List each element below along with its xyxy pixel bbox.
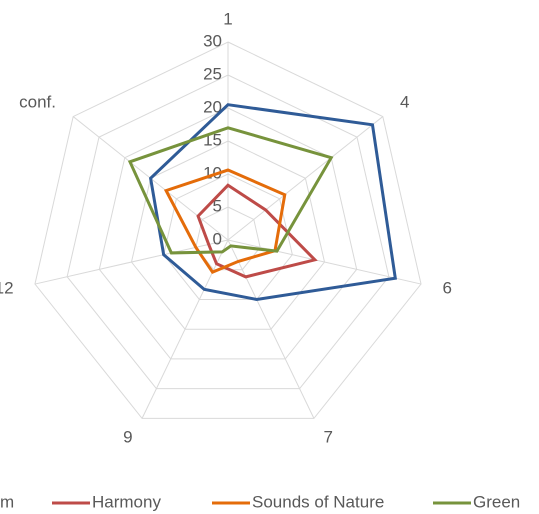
- category-label: 7: [323, 428, 332, 447]
- axis-spoke: [34, 239, 229, 285]
- axis-spoke: [227, 239, 422, 285]
- category-label: 9: [123, 428, 132, 447]
- series-line: [127, 126, 334, 255]
- category-label: 4: [400, 92, 409, 111]
- category-label: 6: [442, 278, 451, 297]
- grid-line: [98, 107, 358, 360]
- y-tick-label: 0: [213, 229, 222, 248]
- axis-spoke: [141, 239, 229, 419]
- y-tick-label: 5: [213, 196, 222, 215]
- legend-label: m: [0, 492, 14, 511]
- grid-line: [130, 140, 326, 330]
- series-line: [148, 103, 398, 301]
- legend-label: Green: [473, 492, 520, 511]
- y-tick-label: 30: [203, 31, 222, 50]
- axis-spoke: [227, 116, 384, 241]
- category-label: 12: [0, 278, 14, 297]
- grid-line: [34, 41, 422, 419]
- category-label: 1: [223, 9, 232, 28]
- series-line: [196, 183, 318, 279]
- y-tick-label: 25: [203, 64, 222, 83]
- category-label: conf.: [19, 92, 56, 111]
- legend-label: Sounds of Nature: [252, 492, 384, 511]
- legend-label: Harmony: [92, 492, 161, 511]
- axis-spoke: [227, 239, 315, 419]
- grid-line: [66, 74, 390, 390]
- series-line: [163, 168, 287, 274]
- y-tick-label: 20: [203, 97, 222, 116]
